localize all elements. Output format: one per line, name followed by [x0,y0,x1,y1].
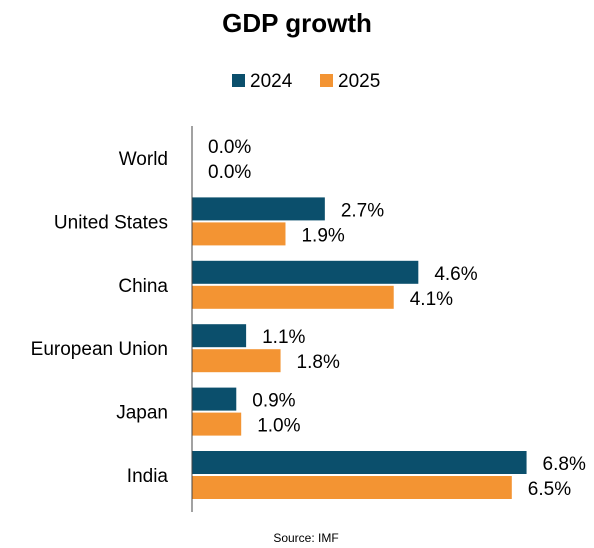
bar-china-2024 [192,260,419,284]
bar-japan-2024 [192,387,237,411]
category-label-european-union: European Union [31,339,168,360]
source-note: Source: IMF [273,531,338,545]
legend: 2024 2025 [232,71,380,92]
value-label-united-states-2024: 2.7% [341,200,384,221]
bar-united-states-2024 [192,197,325,221]
value-label-japan-2025: 1.0% [257,416,300,437]
value-label-china-2025: 4.1% [410,289,453,310]
bar-india-2025 [192,476,512,499]
legend-label-2024: 2024 [250,71,293,92]
bar-european-union-2024 [192,324,247,348]
bar-japan-2025 [192,412,242,436]
legend-label-2025: 2025 [338,71,380,92]
value-label-european-union-2025: 1.8% [297,352,340,373]
legend-swatch-2024 [232,74,245,87]
category-label-world: World [119,149,168,170]
value-label-united-states-2025: 1.9% [301,225,344,246]
value-label-european-union-2024: 1.1% [262,327,305,348]
value-label-india-2024: 6.8% [543,454,586,475]
category-label-united-states: United States [54,212,168,233]
category-label-india: India [127,466,169,487]
value-label-india-2025: 6.5% [528,479,571,500]
category-labels: World United States China European Union Jap… [31,149,169,487]
category-label-japan: Japan [116,403,168,424]
value-label-world-2025: 0.0% [208,162,251,183]
bar-china-2025 [192,285,394,309]
value-label-japan-2024: 0.9% [252,391,295,412]
category-label-china: China [118,276,168,297]
bars [192,197,527,499]
legend-swatch-2025 [320,74,333,87]
value-label-world-2024: 0.0% [208,137,251,158]
bar-european-union-2025 [192,349,281,373]
bar-india-2024 [192,451,527,474]
bar-united-states-2025 [192,222,286,246]
chart-title: GDP growth [222,8,372,38]
value-labels: 0.0% 0.0% 2.7% 1.9% 4.6% 4.1% 1.1% 1.8%0.9% 1.0%… [208,137,586,500]
value-label-china-2024: 4.6% [434,264,477,285]
